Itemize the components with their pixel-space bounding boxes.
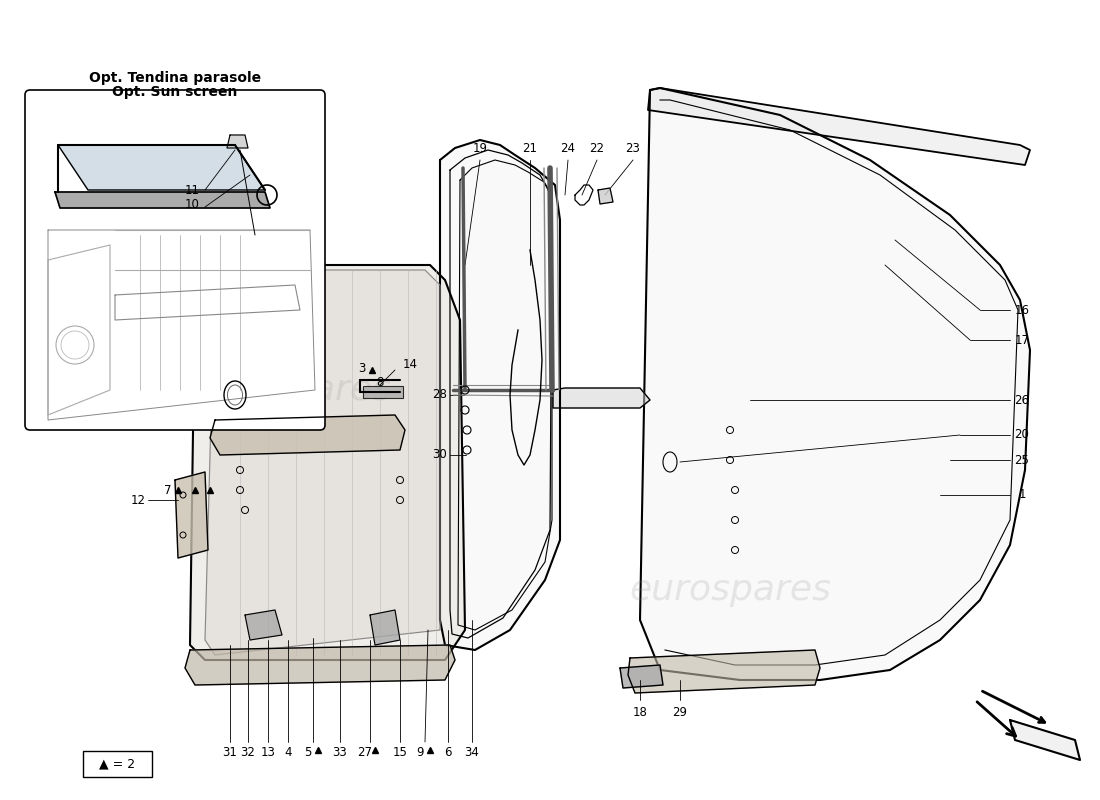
Polygon shape [210, 415, 405, 455]
Text: 5: 5 [305, 746, 311, 758]
FancyBboxPatch shape [363, 386, 403, 398]
Text: eurospares: eurospares [189, 373, 390, 407]
Text: Opt. Sun screen: Opt. Sun screen [112, 85, 238, 99]
Text: 19: 19 [473, 142, 487, 154]
Text: 18: 18 [632, 706, 648, 718]
Text: 34: 34 [464, 746, 480, 758]
Text: 6: 6 [444, 746, 452, 758]
Text: 15: 15 [393, 746, 407, 758]
Text: 28: 28 [432, 389, 448, 402]
Polygon shape [370, 610, 400, 645]
Text: 3: 3 [359, 362, 365, 374]
Polygon shape [48, 245, 110, 415]
Text: 13: 13 [261, 746, 275, 758]
Text: 30: 30 [432, 449, 448, 462]
Text: 11: 11 [185, 183, 199, 197]
Text: 16: 16 [1014, 303, 1030, 317]
Text: 29: 29 [672, 706, 688, 718]
Polygon shape [1010, 720, 1080, 760]
Polygon shape [245, 610, 282, 640]
Polygon shape [58, 145, 265, 190]
Text: 12: 12 [131, 494, 145, 506]
Text: Opt. Tendina parasole: Opt. Tendina parasole [89, 71, 261, 85]
Text: 24: 24 [561, 142, 575, 154]
Text: eurospares: eurospares [629, 573, 830, 607]
Polygon shape [598, 188, 613, 204]
Polygon shape [185, 645, 455, 685]
Polygon shape [175, 472, 208, 558]
Text: 25: 25 [1014, 454, 1030, 466]
Text: 8: 8 [376, 375, 384, 389]
FancyBboxPatch shape [25, 90, 324, 430]
Text: 1: 1 [1019, 489, 1025, 502]
Polygon shape [640, 88, 1030, 680]
Polygon shape [628, 650, 820, 693]
Text: 27: 27 [358, 746, 373, 758]
Polygon shape [440, 140, 560, 650]
Text: 33: 33 [332, 746, 348, 758]
Text: 17: 17 [1014, 334, 1030, 346]
Polygon shape [55, 192, 270, 208]
Text: ▲ = 2: ▲ = 2 [99, 758, 135, 770]
Text: 4: 4 [284, 746, 292, 758]
Polygon shape [48, 230, 315, 420]
Text: 10: 10 [185, 198, 199, 211]
Text: 20: 20 [1014, 429, 1030, 442]
FancyBboxPatch shape [82, 751, 152, 777]
Text: 26: 26 [1014, 394, 1030, 406]
Text: 9: 9 [416, 746, 424, 758]
Text: 21: 21 [522, 142, 538, 154]
Text: 31: 31 [222, 746, 238, 758]
Polygon shape [205, 270, 440, 655]
Text: 32: 32 [241, 746, 255, 758]
Polygon shape [190, 265, 465, 660]
Polygon shape [620, 665, 663, 688]
Polygon shape [227, 135, 248, 148]
Text: 22: 22 [590, 142, 605, 154]
Polygon shape [648, 88, 1030, 165]
Text: 23: 23 [626, 142, 640, 154]
Text: 7: 7 [164, 483, 172, 497]
Polygon shape [116, 285, 300, 320]
Polygon shape [553, 388, 650, 408]
Text: 14: 14 [403, 358, 418, 371]
